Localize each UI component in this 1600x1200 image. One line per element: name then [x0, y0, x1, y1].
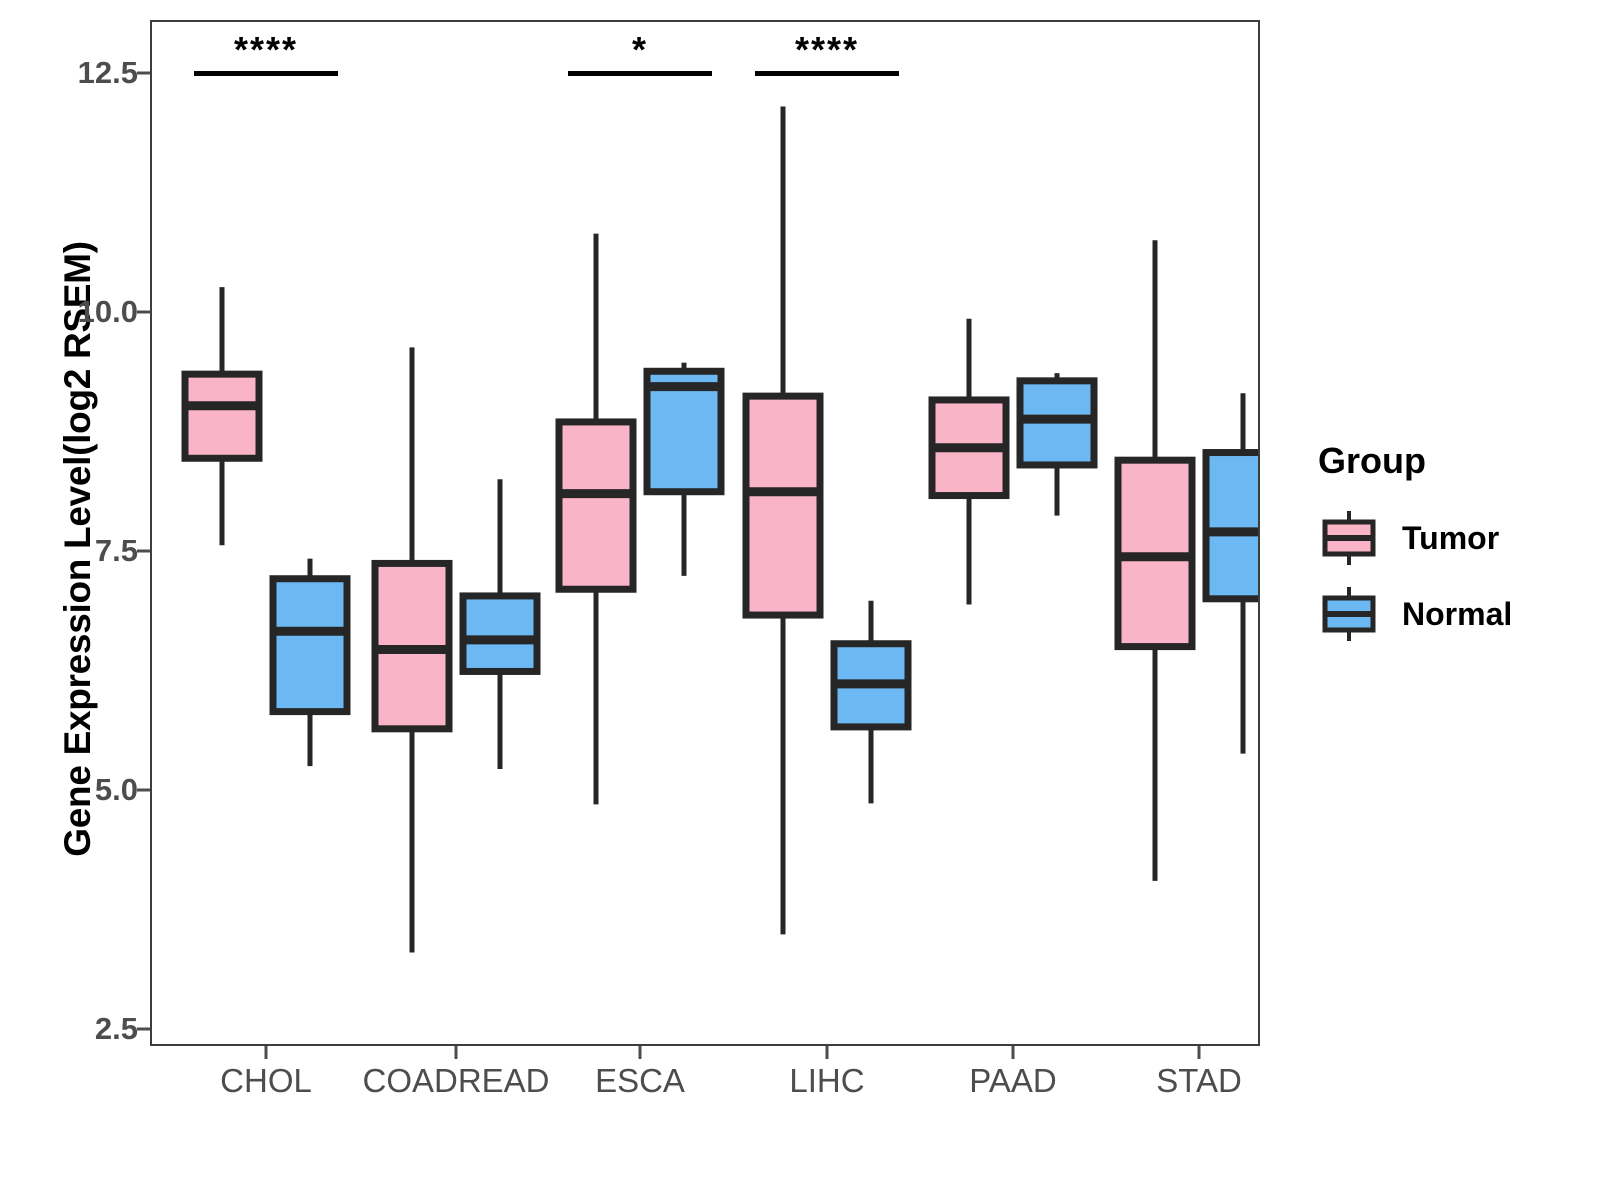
y-axis-tick-mark [137, 310, 150, 314]
x-axis-tick-label: PAAD [969, 1062, 1057, 1099]
x-axis-tick-mark [1197, 1046, 1201, 1059]
y-axis-tick-mark [137, 788, 150, 792]
boxplot-box [928, 318, 1010, 605]
legend: Group Tumor Normal [1318, 440, 1588, 652]
y-axis-tick-mark [137, 549, 150, 553]
y-axis-tick-mark [137, 1027, 150, 1031]
legend-item-tumor[interactable]: Tumor [1318, 500, 1588, 576]
legend-key-swatch [1318, 583, 1380, 645]
significance-bar [755, 71, 899, 77]
legend-entries: Tumor Normal [1318, 500, 1588, 652]
x-axis-tick-mark [264, 1046, 268, 1059]
legend-item-normal[interactable]: Normal [1318, 576, 1588, 652]
boxplot-box [1016, 373, 1098, 516]
x-axis-tick-mark [825, 1046, 829, 1059]
boxplot-canvas [181, 106, 1258, 953]
significance-bar [194, 71, 338, 77]
legend-title: Group [1318, 440, 1426, 481]
boxplot-box [459, 479, 541, 769]
boxplot-box [1202, 393, 1258, 754]
x-axis-tick-label: LIHC [789, 1062, 865, 1099]
x-axis-tick-label: ESCA [595, 1062, 685, 1099]
legend-item-label: Normal [1402, 595, 1513, 632]
plot-panel: **** * **** [150, 20, 1260, 1046]
y-axis-tick-label: 12.5 [77, 55, 138, 90]
boxplot-box [643, 362, 725, 576]
significance-label: **** [233, 29, 299, 71]
boxplot-box [830, 600, 912, 804]
x-axis-tick-label: CHOL [220, 1062, 312, 1099]
boxplot-box [269, 558, 351, 767]
boxplot-box [371, 347, 453, 953]
y-axis-tick-label: 10.0 [77, 294, 138, 329]
y-axis-tick-label: 2.5 [94, 1011, 138, 1046]
y-axis-tick-mark [137, 71, 150, 75]
boxplot-box [181, 287, 263, 546]
boxplot-box [555, 233, 637, 805]
x-axis-tick-label: STAD [1156, 1062, 1242, 1099]
boxplot-box [1114, 240, 1196, 881]
legend-item-label: Tumor [1402, 519, 1500, 556]
x-axis-tick-mark [1011, 1046, 1015, 1059]
x-axis-tick-label: COADREAD [362, 1062, 550, 1099]
legend-key-swatch [1318, 507, 1380, 569]
boxplot-box [742, 106, 824, 935]
y-axis-tick-label: 5.0 [94, 772, 138, 807]
y-axis-tick-label: 7.5 [94, 533, 138, 568]
significance-label: **** [794, 29, 860, 71]
x-axis-tick-mark [454, 1046, 458, 1059]
significance-label: * [631, 29, 649, 71]
significance-bar [568, 71, 712, 77]
x-axis-tick-mark [638, 1046, 642, 1059]
